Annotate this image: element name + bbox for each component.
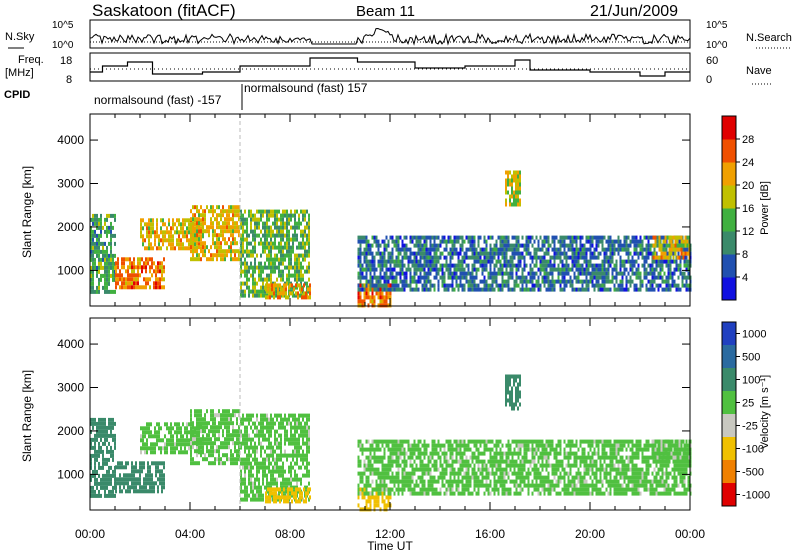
axis-marks: 4000 3000 2000 1000 4000 3000 2000 1000 00:00 04:…	[57, 114, 705, 541]
xtick-label: 20:00	[575, 527, 605, 541]
power-region-1	[90, 213, 116, 294]
velocity-scale-label: Velocity [m s⁻¹]	[759, 375, 771, 449]
colorbar-swatch	[722, 368, 736, 392]
velocity-ytick-label: 4000	[57, 337, 84, 351]
colorbar-swatch	[722, 162, 736, 186]
colorbar-tick-label: -100	[742, 444, 764, 456]
colorbar-swatch	[722, 322, 736, 346]
colorbar-swatch	[722, 345, 736, 369]
colorbar-tick-label: 4	[742, 272, 748, 284]
colorbar-swatch	[722, 185, 736, 209]
velocity-region-6	[265, 487, 311, 504]
freq-tick-top: 18	[60, 55, 72, 67]
xtick-label: 12:00	[375, 527, 405, 541]
nsky-label: N.Sky	[5, 31, 35, 43]
xtick-label: 00:00	[675, 527, 705, 541]
power-region-10	[652, 235, 691, 260]
velocity-ylabel: Slant Range [km]	[20, 370, 34, 462]
power-ylabel: Slant Range [km]	[20, 166, 34, 258]
site-title: Saskatoon (fitACF)	[92, 1, 236, 20]
xtick-label: 16:00	[475, 527, 505, 541]
colorbar-swatch	[722, 414, 736, 438]
colorbar-tick-label: -1000	[742, 490, 770, 502]
nsky-tick-top: 10^5	[52, 20, 74, 31]
colorbar-swatch	[722, 460, 736, 484]
colorbar-tick-label: -25	[742, 421, 758, 433]
colorbar-tick-label: 24	[742, 157, 754, 169]
cpid-entry-2: normalsound (fast) 157	[244, 81, 368, 95]
colorbar-tick-label: 100	[742, 375, 760, 387]
freq-label-1: Freq.	[18, 54, 44, 66]
power-region-2	[115, 257, 165, 290]
nave-tick-top: 60	[706, 55, 718, 67]
colorbar-swatch	[722, 391, 736, 415]
colorbar-tick-label: 25	[742, 398, 754, 410]
velocity-data	[90, 318, 692, 512]
freq-panel-frame	[89, 52, 691, 82]
colorbar-swatch	[722, 116, 736, 140]
colorbar-swatch	[722, 254, 736, 278]
velocity-region-10	[652, 439, 691, 464]
nsky-trace	[89, 27, 691, 46]
colorbar-tick-label: 8	[742, 249, 748, 261]
colorbar-swatch	[722, 231, 736, 255]
cpid-entry-1: normalsound (fast) -157	[94, 93, 222, 107]
colorbar-tick-label: 16	[742, 203, 754, 215]
colorbar-swatch	[722, 208, 736, 232]
power-region-8	[357, 235, 692, 292]
power-region-6	[265, 283, 311, 300]
velocity-region-1	[90, 417, 116, 498]
power-ytick-label: 4000	[57, 133, 84, 147]
colorbar-tick-label: 12	[742, 226, 754, 238]
colorbar-tick-label: -500	[742, 467, 764, 479]
beam-label: Beam 11	[356, 3, 415, 20]
colorbar-swatch	[722, 483, 736, 507]
power-colorbar: 28 24 20 16 12 8 4	[721, 115, 754, 301]
velocity-region-8	[357, 439, 692, 496]
nsky-panel-frame	[89, 19, 691, 49]
nsearch-tick-bottom: 10^0	[706, 40, 728, 51]
nave-label: Nave	[746, 65, 772, 77]
power-data	[90, 114, 692, 308]
colorbar-tick-label: 20	[742, 180, 754, 192]
nsearch-label: N.Search	[746, 32, 792, 44]
velocity-ytick-label: 1000	[57, 467, 84, 481]
colorbar-swatch	[722, 139, 736, 163]
xtick-label: 04:00	[175, 527, 205, 541]
power-region-9	[505, 170, 521, 207]
colorbar-swatch	[722, 437, 736, 461]
velocity-ytick-label: 2000	[57, 424, 84, 438]
freq-trace	[90, 57, 690, 77]
colorbar-tick-label: 28	[742, 134, 754, 146]
velocity-region-9	[505, 374, 521, 411]
colorbar-frame	[721, 321, 737, 507]
freq-label-2: [MHz]	[5, 67, 34, 79]
velocity-ytick-label: 3000	[57, 381, 84, 395]
nsearch-tick-top: 10^5	[706, 20, 728, 31]
date-label: 21/Jun/2009	[590, 3, 678, 20]
power-scale-label: Power [dB]	[759, 181, 771, 235]
velocity-region-4	[190, 409, 240, 466]
nsky-line	[89, 27, 691, 46]
cpid-label: CPID	[4, 89, 30, 101]
nave-tick-bottom: 0	[706, 74, 712, 86]
colorbar-tick-label: 500	[742, 352, 760, 364]
xlabel: Time UT	[367, 539, 413, 553]
xtick-label: 00:00	[75, 527, 105, 541]
power-region-4	[190, 205, 240, 262]
power-ytick-label: 3000	[57, 177, 84, 191]
nsky-tick-bottom: 10^0	[52, 40, 74, 51]
colorbar-tick-label: 1000	[742, 329, 766, 341]
xtick-label: 08:00	[275, 527, 305, 541]
freq-tick-bottom: 8	[66, 74, 72, 86]
power-ytick-label: 2000	[57, 220, 84, 234]
velocity-colorbar: 1000 500 100 25 -25 -100 -500 -1000	[721, 321, 770, 507]
velocity-region-3	[140, 422, 204, 455]
velocity-region-2	[115, 461, 165, 494]
colorbar-swatch	[722, 277, 736, 301]
power-ytick-label: 1000	[57, 263, 84, 277]
